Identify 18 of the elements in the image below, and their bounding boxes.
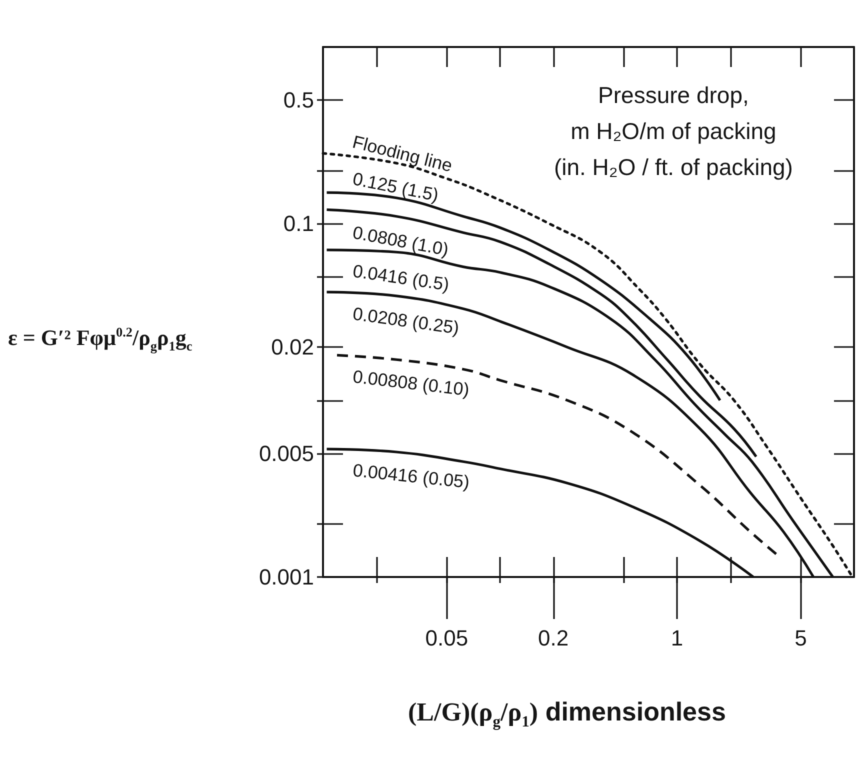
- y-axis-title: ε = G′² Fφμ$^{0.2}$/ρ$_{g}$ρ$_{1}$g$_{c}$: [8, 324, 192, 354]
- y-tick-label: 0.005: [258, 441, 314, 466]
- y-tick-label: 0.02: [271, 334, 314, 360]
- text: 0.0808 (1.0): [351, 222, 450, 260]
- legend-label: 0.0416 (0.5): [352, 260, 451, 295]
- text: 0.0208 (0.25): [352, 304, 460, 338]
- y-tick-label: 0.1: [283, 211, 314, 236]
- x-tick-label: 1: [670, 626, 684, 650]
- x-tick-label: 0.05: [425, 626, 468, 650]
- text: 0.00416 (0.05): [352, 460, 470, 492]
- text: 0.125 (1.5): [351, 168, 440, 206]
- y-tick-label: 0.001: [258, 564, 314, 590]
- legend-title: Pressure drop, m H₂O/m of packing (in. H₂O / ft. of packing): [554, 82, 793, 180]
- x-tick-label: 0.2: [538, 626, 569, 650]
- y-tick-label: 0.5: [283, 88, 314, 113]
- x-axis-title: (L/G)(ρ$_{g}$/ρ$_{1}$) dimensionless: [408, 696, 726, 731]
- text: 0.00808 (0.10): [352, 366, 470, 400]
- x-tick-label: 5: [794, 626, 807, 650]
